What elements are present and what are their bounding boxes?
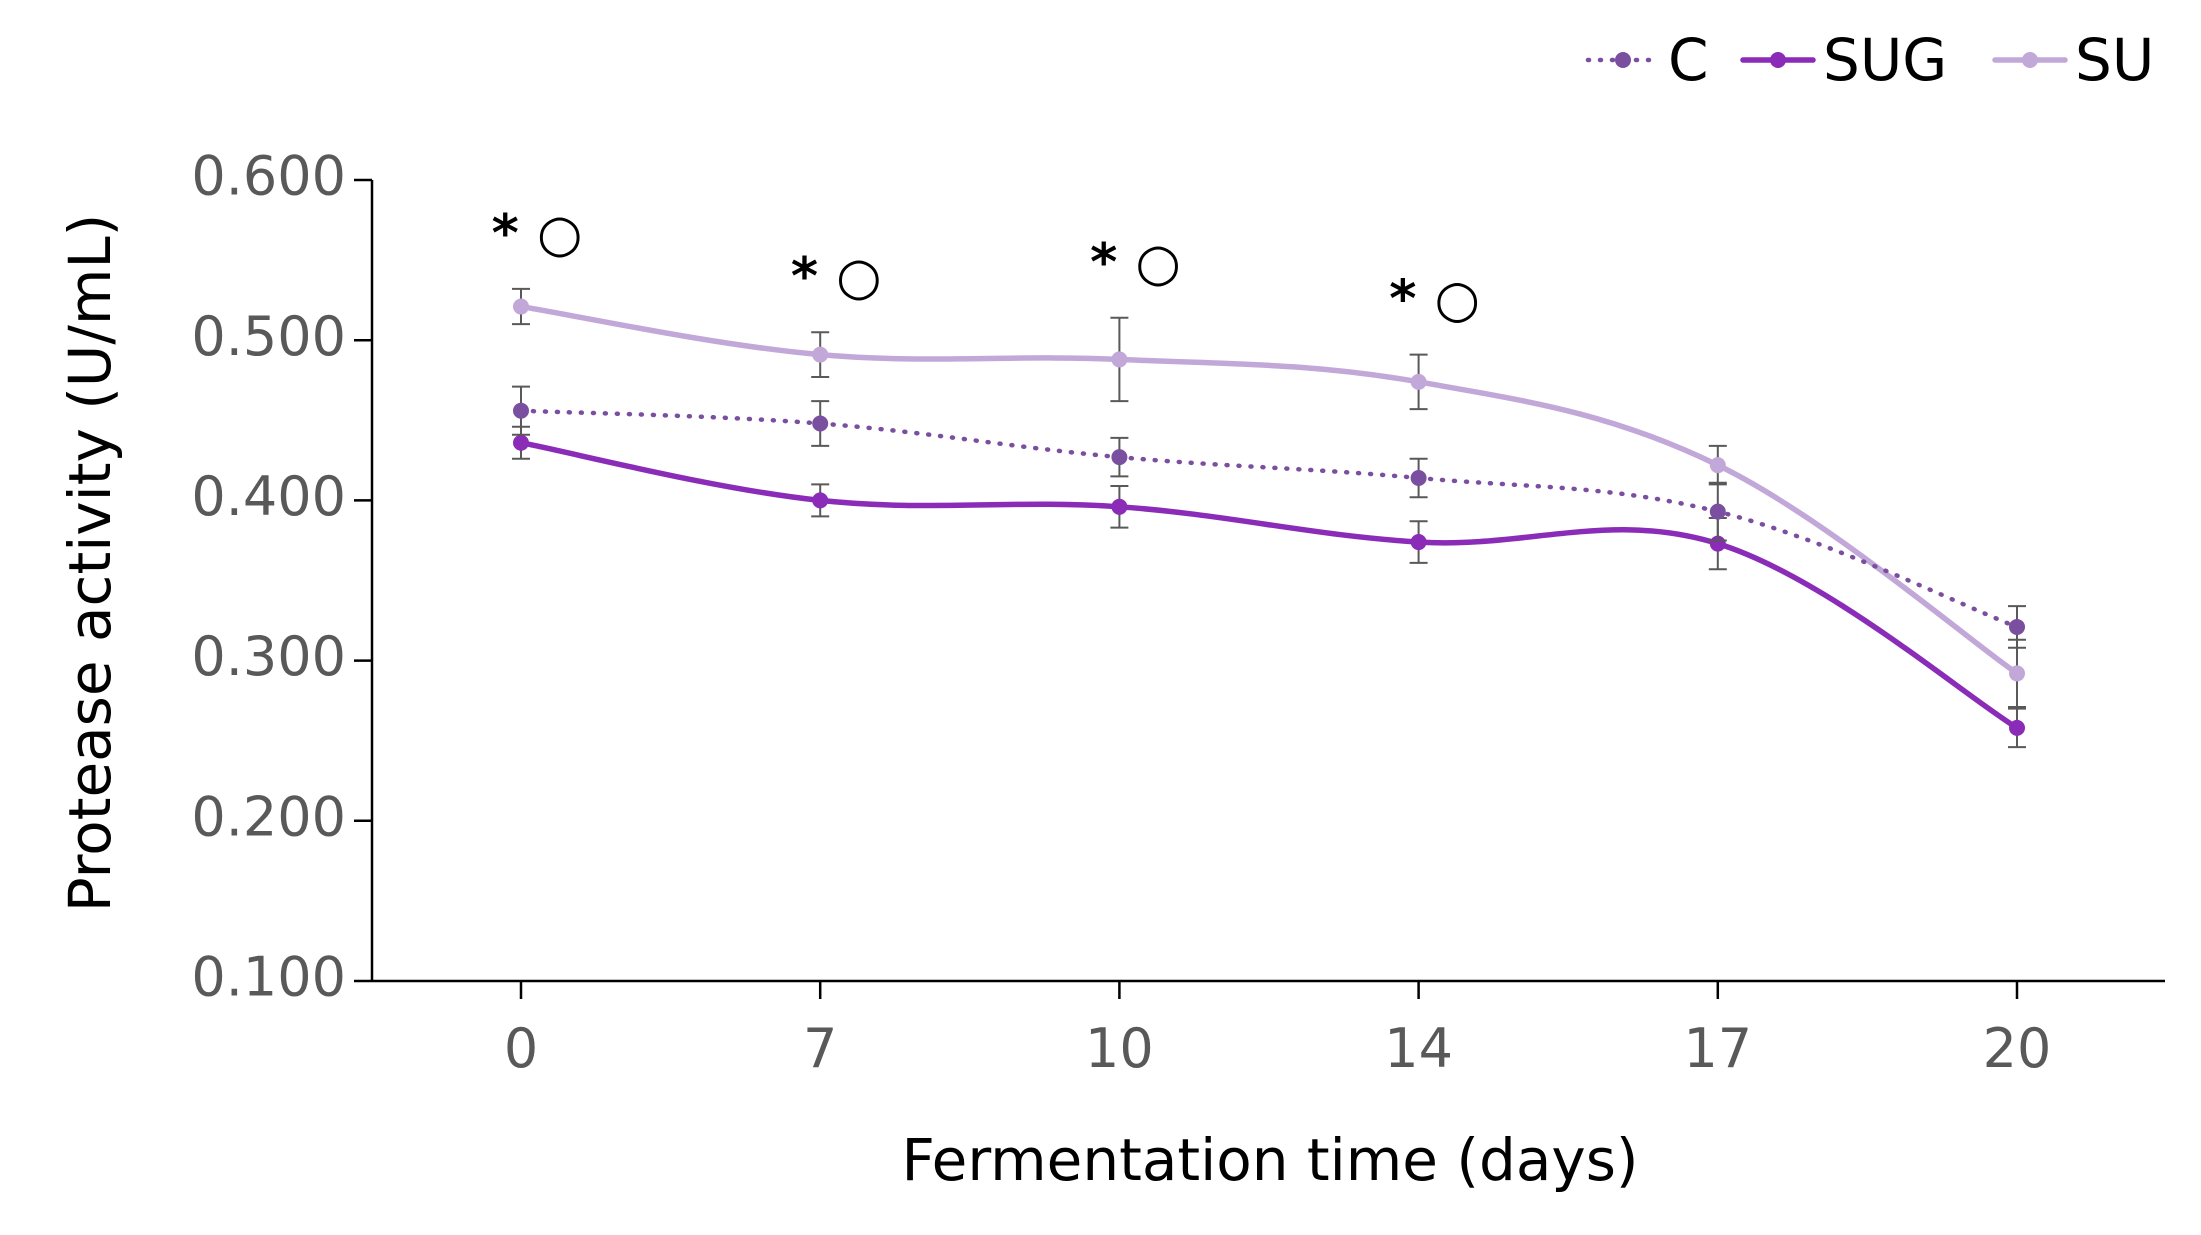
significance-annotation: * ○ <box>1389 270 1480 330</box>
legend-label: SUG <box>1823 26 1947 94</box>
significance-annotation: * ○ <box>492 204 583 264</box>
data-point <box>513 402 529 419</box>
y-tick-label: 0.200 <box>191 785 346 848</box>
legend-marker <box>2022 52 2038 68</box>
data-point <box>812 415 829 432</box>
data-point <box>2009 618 2025 635</box>
series-su <box>512 287 2026 709</box>
x-tick-label: 14 <box>1384 1017 1453 1080</box>
y-axis-title: Protease activity (U/mL) <box>56 214 124 913</box>
x-tick-label: 17 <box>1683 1017 1752 1080</box>
data-point <box>1709 457 1726 474</box>
legend-item-c: C <box>1585 26 1709 94</box>
data-point <box>2009 719 2025 736</box>
series-line-su <box>518 303 2020 677</box>
legend-marker <box>1770 52 1786 68</box>
legend-marker <box>1615 52 1631 68</box>
x-tick-label: 10 <box>1085 1017 1154 1080</box>
legend-item-sug: SUG <box>1740 26 1947 94</box>
legend-label: SU <box>2075 26 2154 94</box>
data-point <box>1111 498 1128 515</box>
legend-item-su: SU <box>1992 26 2154 94</box>
y-tick-label: 0.100 <box>191 946 346 1009</box>
data-point <box>812 346 829 363</box>
series-line-sug <box>518 439 2020 731</box>
x-tick-label: 7 <box>803 1017 837 1080</box>
y-tick-label: 0.400 <box>191 465 346 528</box>
data-point <box>1709 503 1726 520</box>
data-point <box>1410 373 1427 390</box>
data-point <box>2009 665 2025 682</box>
data-point <box>812 492 829 509</box>
data-point <box>513 434 529 451</box>
data-point <box>1410 534 1427 551</box>
data-point <box>513 298 529 315</box>
x-tick-label: 20 <box>1983 1017 2052 1080</box>
y-tick-label: 0.500 <box>191 305 346 368</box>
data-point <box>1410 469 1427 486</box>
series-line-c <box>518 408 2020 630</box>
significance-annotation: * ○ <box>1090 233 1181 293</box>
x-axis-title: Fermentation time (days) <box>901 1126 1638 1194</box>
x-tick-label: 0 <box>504 1017 538 1080</box>
data-point <box>1111 449 1128 466</box>
series-c <box>512 385 2026 649</box>
series-sug <box>512 425 2026 749</box>
y-tick-label: 0.300 <box>191 625 346 688</box>
legend-label: C <box>1668 26 1709 94</box>
y-tick-label: 0.600 <box>191 145 346 208</box>
significance-annotation: * ○ <box>791 247 882 307</box>
data-point <box>1111 351 1128 368</box>
